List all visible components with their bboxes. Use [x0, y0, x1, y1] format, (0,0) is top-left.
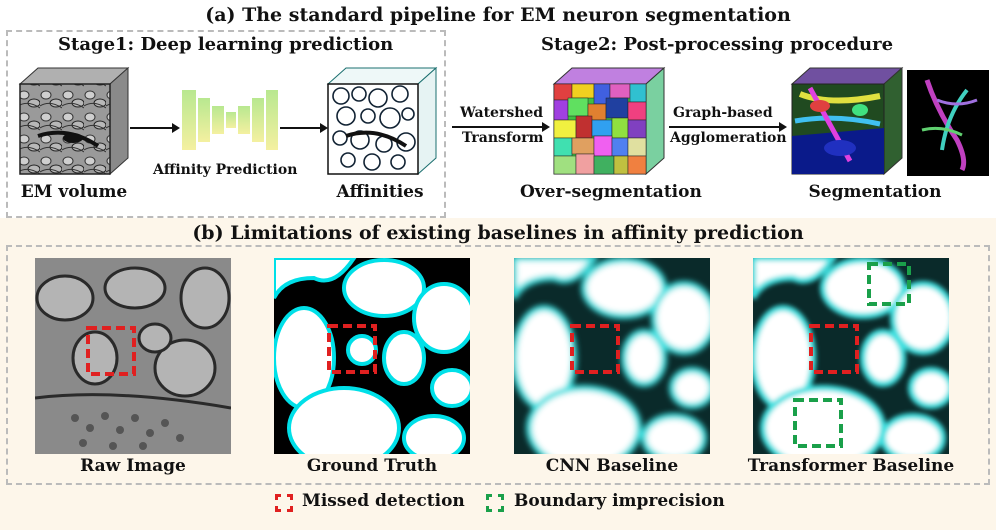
missed-detection-legend-label: Missed detection [302, 491, 465, 511]
boundary-imprecision-legend-icon [486, 494, 504, 512]
affinities-cube [326, 66, 438, 176]
panel-b-box [6, 245, 990, 485]
overseg-label: Over-segmentation [520, 182, 702, 202]
arrow-1 [130, 122, 180, 134]
raw-image-label: Raw Image [80, 456, 186, 476]
ground-truth-label: Ground Truth [306, 456, 438, 476]
cnn-baseline-label: CNN Baseline [545, 456, 679, 476]
neuron-3d-render [907, 70, 989, 176]
graph-label-2: Agglomeration [670, 130, 787, 146]
ground-truth-image [274, 258, 470, 454]
graph-arrow [669, 121, 787, 133]
em-volume-cube [18, 66, 130, 176]
transformer-baseline-label: Transformer Baseline [747, 456, 955, 476]
affinity-prediction-label: Affinity Prediction [153, 162, 298, 178]
watershed-arrow [452, 121, 550, 133]
unet-network-icon [180, 82, 280, 157]
stage2-title: Stage2: Post-processing procedure [541, 34, 894, 55]
boundary-imprecision-legend-label: Boundary imprecision [514, 491, 725, 511]
stage1-title: Stage1: Deep learning prediction [58, 34, 394, 55]
missed-detection-legend-icon [275, 494, 293, 512]
em-volume-label: EM volume [20, 182, 128, 202]
transformer-baseline-image [753, 258, 949, 454]
watershed-label-2: Transform [462, 130, 544, 146]
panel-b-title: (b) Limitations of existing baselines in… [192, 222, 804, 244]
panel-a-title: (a) The standard pipeline for EM neuron … [205, 4, 791, 26]
segmentation-cube [790, 66, 904, 176]
segmentation-label: Segmentation [808, 182, 942, 202]
overseg-cube [552, 66, 666, 176]
watershed-label-1: Watershed [460, 105, 544, 121]
stage1-box [6, 30, 446, 218]
cnn-baseline-image [514, 258, 710, 454]
arrow-2 [280, 122, 328, 134]
graph-label-1: Graph-based [673, 105, 773, 121]
raw-image [35, 258, 231, 454]
affinities-label: Affinities [336, 182, 424, 202]
